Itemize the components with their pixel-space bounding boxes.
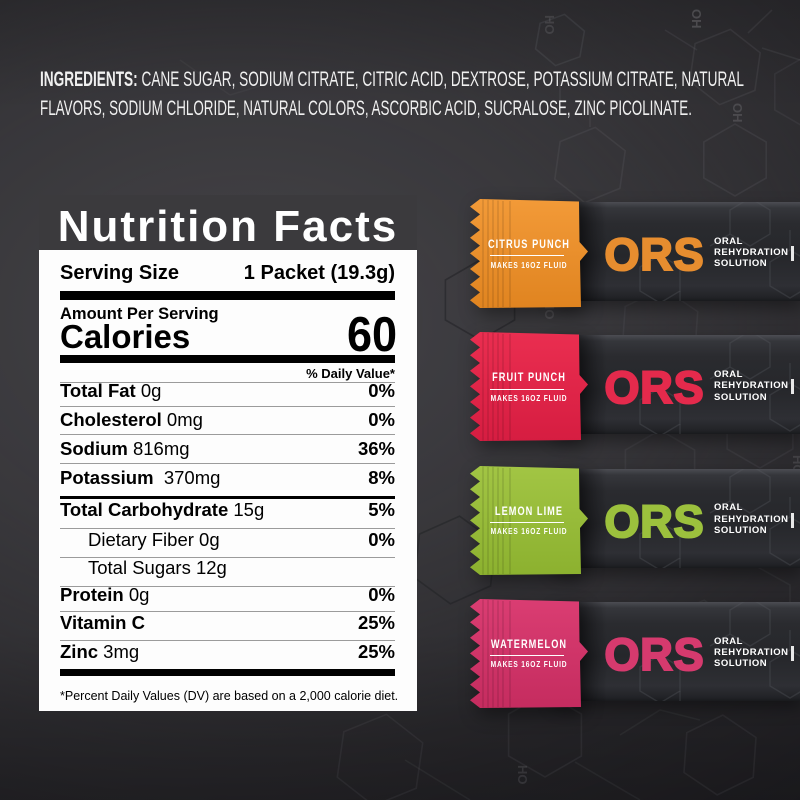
svg-text:OH: OH xyxy=(689,9,704,29)
svg-text:HO: HO xyxy=(515,765,530,785)
svg-text:HO: HO xyxy=(790,455,800,475)
svg-text:OH: OH xyxy=(730,103,745,123)
svg-text:HO: HO xyxy=(542,15,557,35)
